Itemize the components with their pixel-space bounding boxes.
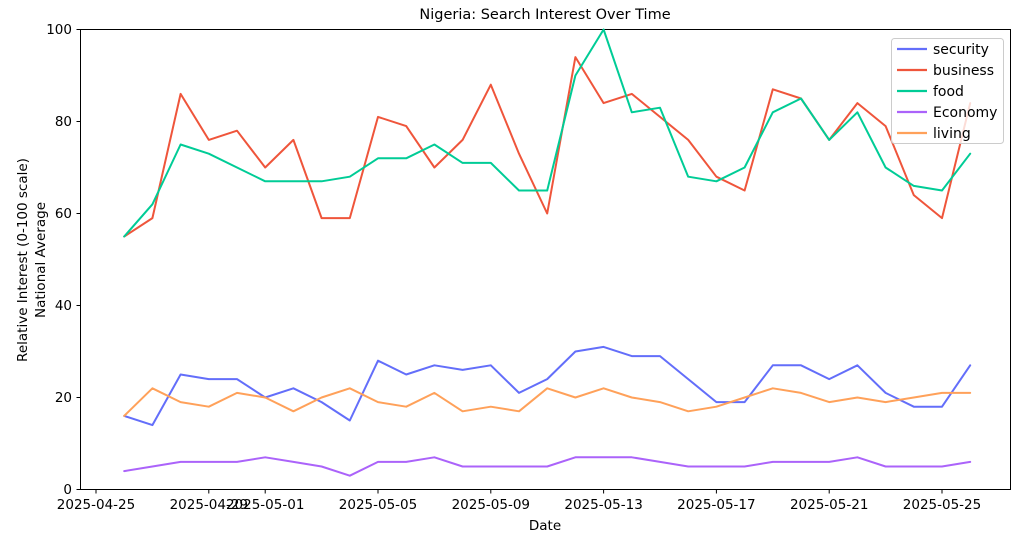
- x-tick-label: 2025-04-29: [170, 497, 248, 513]
- legend-label-business: business: [933, 63, 994, 79]
- series-line-business: [123, 56, 972, 238]
- legend-label-living: living: [933, 126, 971, 142]
- y-axis-label-line2: National Average: [33, 202, 49, 318]
- x-tick-label: 2025-05-01: [226, 497, 304, 513]
- series-line-food: [123, 28, 972, 238]
- y-tick-label: 100: [46, 22, 72, 38]
- y-tick-label: 20: [55, 390, 72, 406]
- series-lines: [123, 28, 972, 477]
- legend-label-food: food: [933, 84, 964, 100]
- y-tick-label: 80: [55, 114, 72, 130]
- series-line-security: [123, 345, 972, 427]
- legend-label-economy: Economy: [933, 105, 997, 121]
- chart-title: Nigeria: Search Interest Over Time: [419, 7, 670, 23]
- series-line-living: [123, 387, 972, 417]
- x-tick-label: 2025-05-17: [677, 497, 755, 513]
- plot-area-border: [80, 29, 1011, 490]
- y-tick-label: 60: [55, 206, 72, 222]
- series-line-economy: [123, 456, 972, 477]
- x-tick-label: 2025-04-25: [57, 497, 135, 513]
- y-axis-label-line1: Relative Interest (0-100 scale): [15, 158, 31, 362]
- x-tick-label: 2025-05-05: [339, 497, 417, 513]
- y-tick-label: 0: [63, 482, 72, 498]
- y-tick-label: 40: [55, 298, 72, 314]
- x-tick-label: 2025-05-25: [903, 497, 981, 513]
- x-tick-label: 2025-05-09: [452, 497, 530, 513]
- x-tick-label: 2025-05-21: [790, 497, 868, 513]
- legend-label-security: security: [933, 42, 989, 58]
- legend: security business food Economy living: [891, 38, 1004, 144]
- x-axis-label: Date: [529, 518, 561, 534]
- legend-box: [891, 38, 1004, 144]
- x-tick-label: 2025-05-13: [564, 497, 642, 513]
